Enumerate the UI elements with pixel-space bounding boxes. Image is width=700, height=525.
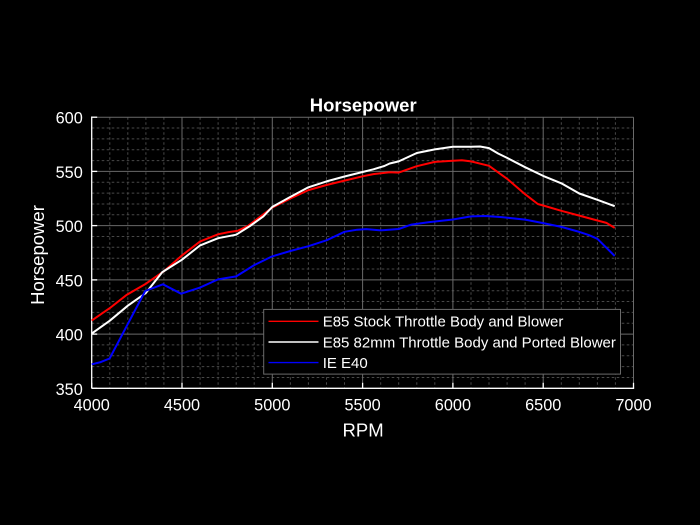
svg-text:550: 550 xyxy=(56,164,83,182)
svg-text:500: 500 xyxy=(56,218,83,236)
svg-text:400: 400 xyxy=(56,327,83,345)
svg-text:6000: 6000 xyxy=(435,397,471,415)
svg-text:5000: 5000 xyxy=(254,397,290,415)
svg-text:4000: 4000 xyxy=(74,397,110,415)
svg-text:4500: 4500 xyxy=(164,397,200,415)
svg-text:6500: 6500 xyxy=(525,397,561,415)
svg-text:E85 82mm Throttle Body and Por: E85 82mm Throttle Body and Ported Blower xyxy=(323,334,616,351)
svg-text:RPM: RPM xyxy=(343,420,384,441)
svg-text:450: 450 xyxy=(56,272,83,290)
svg-text:350: 350 xyxy=(56,381,83,399)
svg-text:600: 600 xyxy=(56,110,83,128)
svg-text:Horsepower: Horsepower xyxy=(310,95,417,116)
svg-text:5500: 5500 xyxy=(344,397,380,415)
svg-text:7000: 7000 xyxy=(615,397,651,415)
svg-text:IE E40: IE E40 xyxy=(323,355,368,372)
svg-text:Horsepower: Horsepower xyxy=(27,205,48,305)
svg-text:E85 Stock Throttle Body and Bl: E85 Stock Throttle Body and Blower xyxy=(323,314,564,331)
